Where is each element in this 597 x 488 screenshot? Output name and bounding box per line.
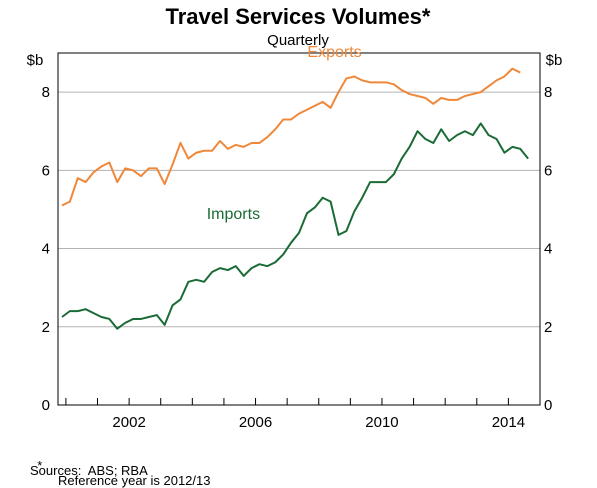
series-line-imports <box>61 122 529 330</box>
y-tick-label-right: 8 <box>544 84 552 101</box>
gridlines <box>58 91 540 328</box>
y-tick-label-right: 2 <box>544 319 552 336</box>
x-tick-label: 2010 <box>365 414 398 431</box>
x-tick-label: 2014 <box>492 414 525 431</box>
series-line-exports <box>61 67 521 207</box>
y-tick-label-right: 0 <box>544 397 552 414</box>
chart-subtitle: Quarterly <box>267 32 329 49</box>
x-tick-label: 2002 <box>112 414 145 431</box>
y-unit-left: $b <box>27 52 44 69</box>
series-label-exports: Exports <box>307 44 361 61</box>
y-unit-right: $b <box>546 52 563 69</box>
footnote-sources: Sources: ABS; RBA <box>30 463 148 478</box>
ticks <box>65 398 509 405</box>
footnote-star: * <box>37 458 43 473</box>
x-tick-label: 2006 <box>239 414 272 431</box>
y-tick-label-left: 4 <box>42 241 50 258</box>
plot-frame <box>57 52 541 406</box>
y-tick-label-left: 0 <box>42 397 50 414</box>
y-tick-label-right: 6 <box>544 162 552 179</box>
series-annotations: Exports Imports <box>207 44 362 223</box>
y-tick-label-left: 6 <box>42 162 50 179</box>
y-tick-label-left: 2 <box>42 319 50 336</box>
series-lines <box>61 67 529 330</box>
axis-labels: 0 0 2 2 4 4 6 6 8 8 2002 2006 2010 2014 <box>42 84 553 431</box>
chart-title: Travel Services Volumes* <box>166 4 431 29</box>
series-label-imports: Imports <box>207 206 260 223</box>
y-tick-label-left: 8 <box>42 84 50 101</box>
y-tick-label-right: 4 <box>544 241 552 258</box>
